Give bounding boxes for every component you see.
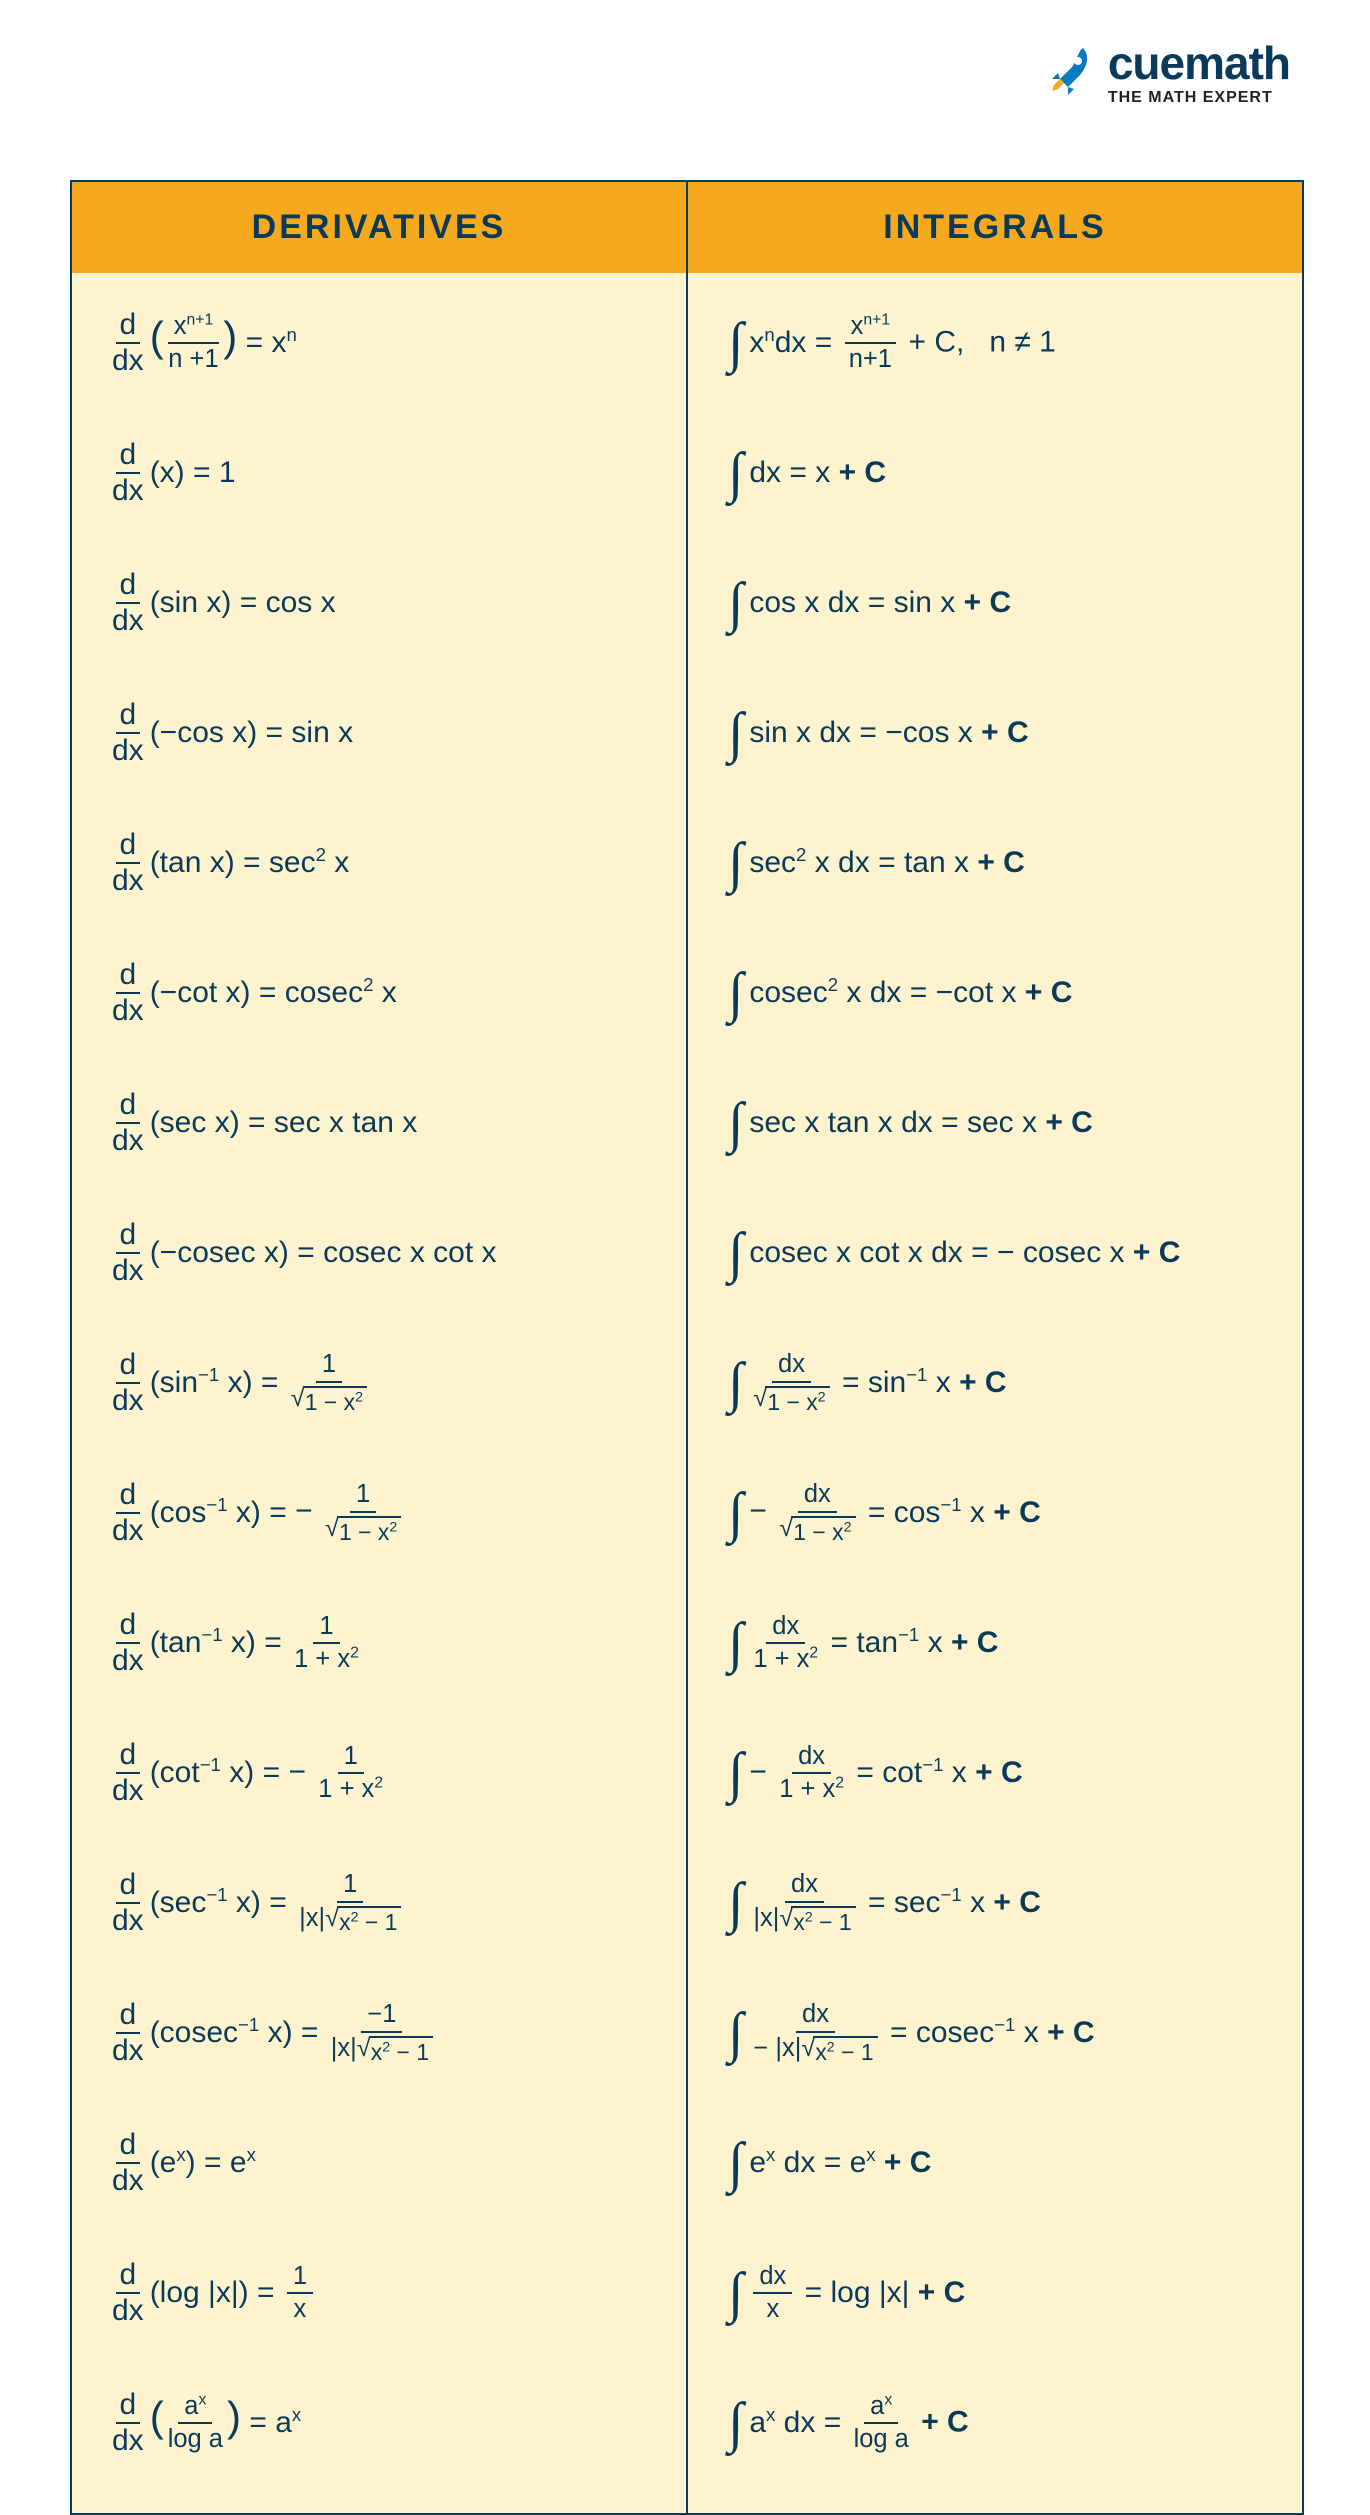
- derivative-formula: ddx(ex) = ex: [112, 2123, 658, 2203]
- integral-formula: ∫sec x tan x dx = sec x + C: [728, 1083, 1274, 1163]
- integral-formula: ∫cosec x cot x dx = − cosec x + C: [728, 1213, 1274, 1293]
- derivative-formula: ddx(−cot x) = cosec2 x: [112, 953, 658, 1033]
- integral-formula: ∫sec2 x dx = tan x + C: [728, 823, 1274, 903]
- derivative-formula: ddx(−cosec x) = cosec x cot x: [112, 1213, 658, 1293]
- derivative-formula: ddx(cosec−1 x) = −1|x|√x2 − 1: [112, 1993, 658, 2073]
- table-body-row: ddx(xn+1n +1) = xn ddx(x) = 1 ddx(sin x) =…: [72, 273, 1302, 2513]
- derivative-formula: ddx(xn+1n +1) = xn: [112, 303, 658, 383]
- integrals-column: ∫xndx = xn+1n+1 + C, n ≠ 1 ∫dx = x + C ∫co…: [688, 273, 1302, 2513]
- header-integrals: INTEGRALS: [688, 182, 1302, 273]
- brand-name: cuemath: [1108, 40, 1290, 86]
- derivative-formula: ddx(sec−1 x) = 1|x|√x2 − 1: [112, 1863, 658, 1943]
- integral-formula: ∫− dx1 + x2 = cot−1 x + C: [728, 1733, 1274, 1813]
- brand-logo: cuemath THE MATH EXPERT: [1038, 40, 1290, 106]
- derivatives-column: ddx(xn+1n +1) = xn ddx(x) = 1 ddx(sin x) =…: [72, 273, 688, 2513]
- integral-formula: ∫dx = x + C: [728, 433, 1274, 513]
- integral-formula: ∫dxx = log |x| + C: [728, 2253, 1274, 2333]
- rocket-icon: [1038, 43, 1098, 103]
- integral-formula: ∫ex dx = ex + C: [728, 2123, 1274, 2203]
- derivative-formula: ddx(tan x) = sec2 x: [112, 823, 658, 903]
- integral-formula: ∫ax dx = axlog a + C: [728, 2383, 1274, 2463]
- derivative-formula: ddx(cos−1 x) = − 1√1 − x2: [112, 1473, 658, 1553]
- derivative-formula: ddx(axlog a) = ax: [112, 2383, 658, 2463]
- derivative-formula: ddx(x) = 1: [112, 433, 658, 513]
- integral-formula: ∫dx1 + x2 = tan−1 x + C: [728, 1603, 1274, 1683]
- integral-formula: ∫dx|x|√x2 − 1 = sec−1 x + C: [728, 1863, 1274, 1943]
- derivative-formula: ddx(sin−1 x) = 1√1 − x2: [112, 1343, 658, 1423]
- integral-formula: ∫xndx = xn+1n+1 + C, n ≠ 1: [728, 303, 1274, 383]
- derivative-formula: ddx(tan−1 x) = 11 + x2: [112, 1603, 658, 1683]
- formula-table: DERIVATIVES INTEGRALS ddx(xn+1n +1) = xn…: [70, 180, 1304, 2515]
- integral-formula: ∫− dx√1 − x2 = cos−1 x + C: [728, 1473, 1274, 1553]
- derivative-formula: ddx(cot−1 x) = − 11 + x2: [112, 1733, 658, 1813]
- table-header-row: DERIVATIVES INTEGRALS: [72, 182, 1302, 273]
- derivative-formula: ddx(log |x|) = 1x: [112, 2253, 658, 2333]
- derivative-formula: ddx(sin x) = cos x: [112, 563, 658, 643]
- integral-formula: ∫dx√1 − x2 = sin−1 x + C: [728, 1343, 1274, 1423]
- derivative-formula: ddx(sec x) = sec x tan x: [112, 1083, 658, 1163]
- integral-formula: ∫dx− |x|√x2 − 1 = cosec−1 x + C: [728, 1993, 1274, 2073]
- derivative-formula: ddx(−cos x) = sin x: [112, 693, 658, 773]
- integral-formula: ∫sin x dx = −cos x + C: [728, 693, 1274, 773]
- integral-formula: ∫cos x dx = sin x + C: [728, 563, 1274, 643]
- brand-tagline: THE MATH EXPERT: [1108, 90, 1290, 106]
- page: cuemath THE MATH EXPERT DERIVATIVES INTE…: [0, 0, 1370, 2137]
- header-derivatives: DERIVATIVES: [72, 182, 688, 273]
- integral-formula: ∫cosec2 x dx = −cot x + C: [728, 953, 1274, 1033]
